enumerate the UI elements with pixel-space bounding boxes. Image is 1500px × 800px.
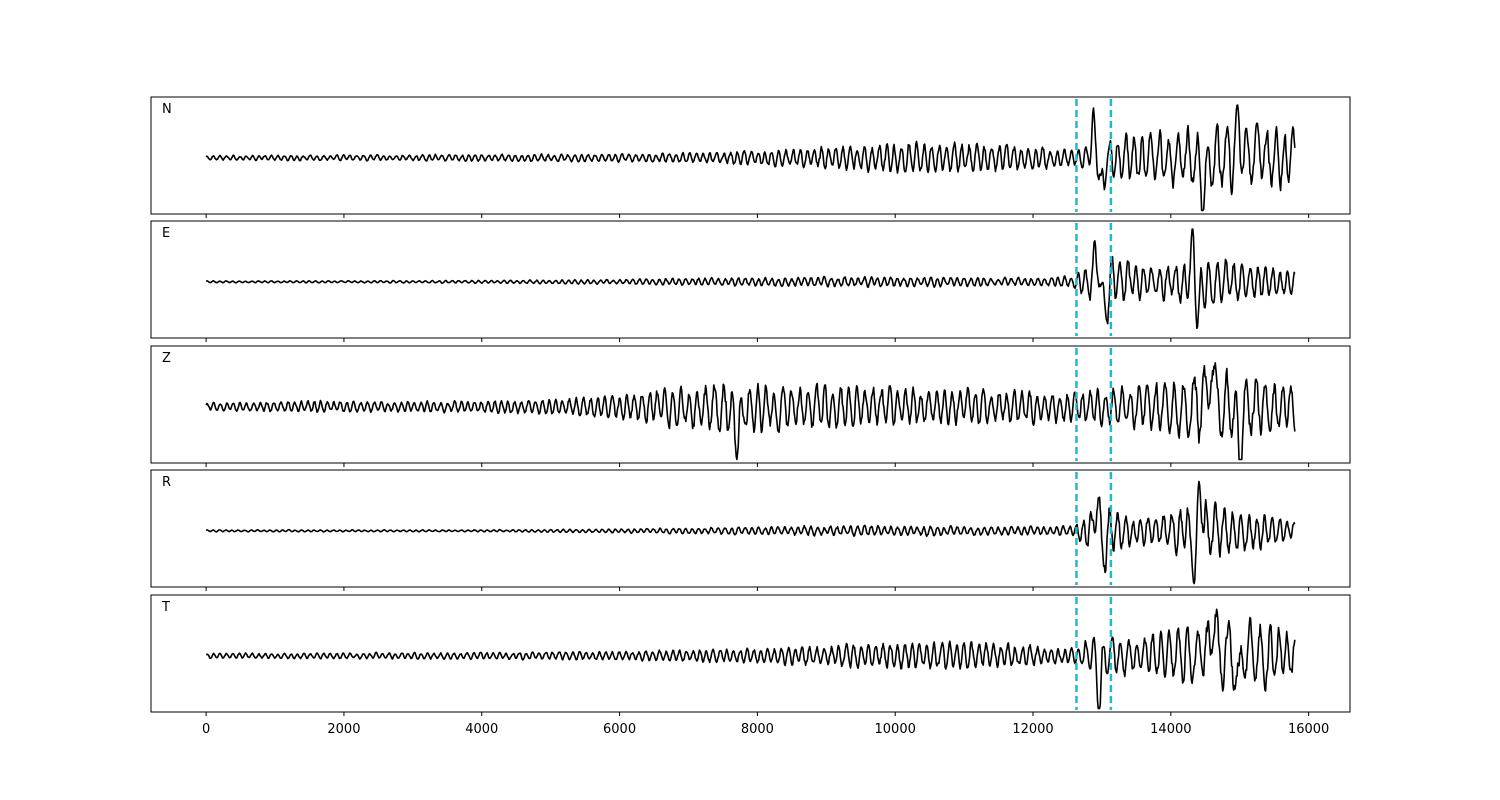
x-tick-label: 12000 <box>1012 722 1053 737</box>
panel-r: R <box>150 469 1351 591</box>
channel-label-r: R <box>162 475 171 490</box>
x-axis: 0 2000 4000 6000 8000 10000 12000 14000 16000 <box>202 722 1329 737</box>
panel-n: N <box>150 96 1351 218</box>
channel-label-e: E <box>162 226 170 241</box>
x-tick-label: 14000 <box>1150 722 1191 737</box>
x-tick-label: 0 <box>202 722 210 737</box>
x-tick-label: 2000 <box>327 722 360 737</box>
x-tick-label: 8000 <box>741 722 774 737</box>
waveform-z <box>205 362 1296 461</box>
channel-label-t: T <box>161 600 170 615</box>
panel-frame <box>150 594 1351 713</box>
x-tick-label: 10000 <box>875 722 916 737</box>
x-tick-label: 16000 <box>1288 722 1329 737</box>
channel-label-z: Z <box>162 351 171 366</box>
panel-frame <box>150 345 1351 464</box>
waveform-r <box>205 480 1296 585</box>
panel-frame <box>150 96 1351 215</box>
waveform-n <box>205 104 1296 212</box>
panel-z: Z <box>150 345 1351 467</box>
panel-frame <box>150 220 1351 339</box>
waveform-t <box>205 608 1296 710</box>
x-tick-label: 4000 <box>465 722 498 737</box>
panel-t: T <box>150 594 1351 716</box>
channel-label-n: N <box>162 102 172 117</box>
waveform-e <box>205 228 1296 330</box>
panels-group: N E Z R T <box>150 96 1351 716</box>
x-tick-label: 6000 <box>603 722 636 737</box>
panel-frame <box>150 469 1351 588</box>
panel-e: E <box>150 220 1351 342</box>
